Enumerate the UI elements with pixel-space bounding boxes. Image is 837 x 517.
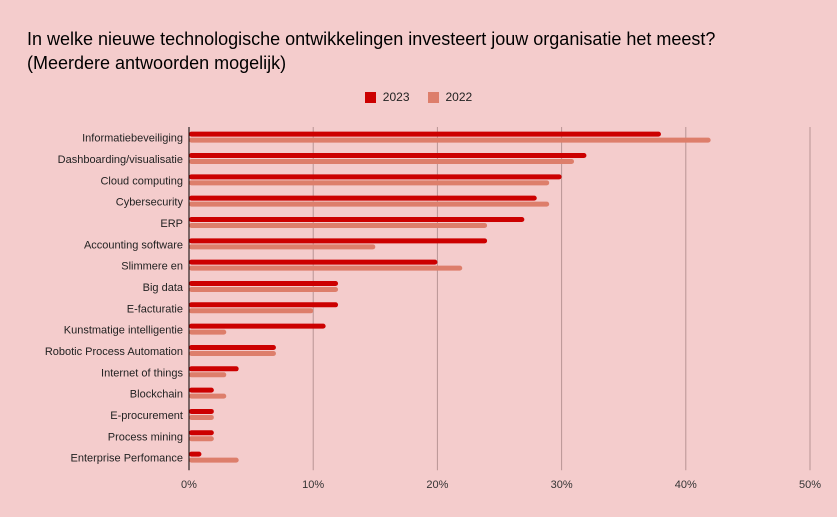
bar-2022 [189,222,488,228]
bar-2022 [189,201,550,207]
bar-2023 [189,451,202,457]
legend: 2023 2022 [0,90,837,104]
bar-2023 [189,344,276,350]
bar-2022 [189,286,339,292]
category-label: Kunstmatige intelligentie [64,325,183,337]
bar-2023 [189,152,587,158]
legend-item-2023[interactable]: 2023 [364,90,410,104]
legend-item-2022[interactable]: 2022 [427,90,473,104]
x-tick-label: 30% [551,479,573,491]
category-label: Cloud computing [100,175,183,187]
category-label: Process mining [108,431,183,443]
legend-swatch-2022 [427,91,439,103]
category-label: Informatiebeveiliging [82,133,183,145]
title-line-1: In welke nieuwe technologische ontwikkel… [27,29,716,49]
x-tick-label: 20% [426,479,448,491]
title-line-2: (Meerdere antwoorden mogelijk) [27,53,287,73]
bar-2023 [189,366,239,372]
bar-2023 [189,280,339,286]
bar-2023 [189,174,562,180]
category-label: Cybersecurity [116,197,184,209]
legend-label-2022: 2022 [445,90,473,104]
bar-2023 [189,430,214,436]
category-label: Internet of things [101,367,183,379]
bar-2022 [189,436,214,442]
x-tick-label: 40% [675,479,697,491]
bar-2022 [189,265,463,271]
legend-label-2023: 2023 [382,90,410,104]
category-label: Dashboarding/visualisatie [58,154,183,166]
bar-2022 [189,329,227,335]
bar-2023 [189,302,339,308]
bar-2022 [189,393,227,399]
category-label: Enterprise Perfomance [71,453,184,465]
bar-2023 [189,131,661,137]
x-tick-label: 50% [799,479,821,491]
category-label: Blockchain [130,389,183,401]
x-tick-label: 10% [302,479,324,491]
bar-2022 [189,158,575,164]
bar-2023 [189,408,214,414]
bar-2023 [189,195,537,201]
legend-swatch-2023 [364,91,376,103]
bar-2023 [189,259,438,265]
bar-2022 [189,414,214,420]
category-label: Slimmere en [121,261,183,273]
bar-2022 [189,350,276,356]
bar-2022 [189,137,711,143]
category-label: Robotic Process Automation [45,346,183,358]
x-tick-label: 0% [181,479,197,491]
bar-2022 [189,180,550,186]
bar-2022 [189,372,227,378]
category-label: E-procurement [110,410,183,422]
bar-2022 [189,457,239,463]
bar-2022 [189,244,376,250]
category-label: ERP [160,218,183,230]
category-label: E-facturatie [127,303,183,315]
bar-2022 [189,308,314,314]
bar-2023 [189,238,488,244]
bar-2023 [189,216,525,222]
category-label: Accounting software [84,239,183,251]
category-label: Big data [143,282,184,294]
bar-2023 [189,323,326,329]
bar-2023 [189,387,214,393]
chart-title: In welke nieuwe technologische ontwikkel… [27,27,715,75]
